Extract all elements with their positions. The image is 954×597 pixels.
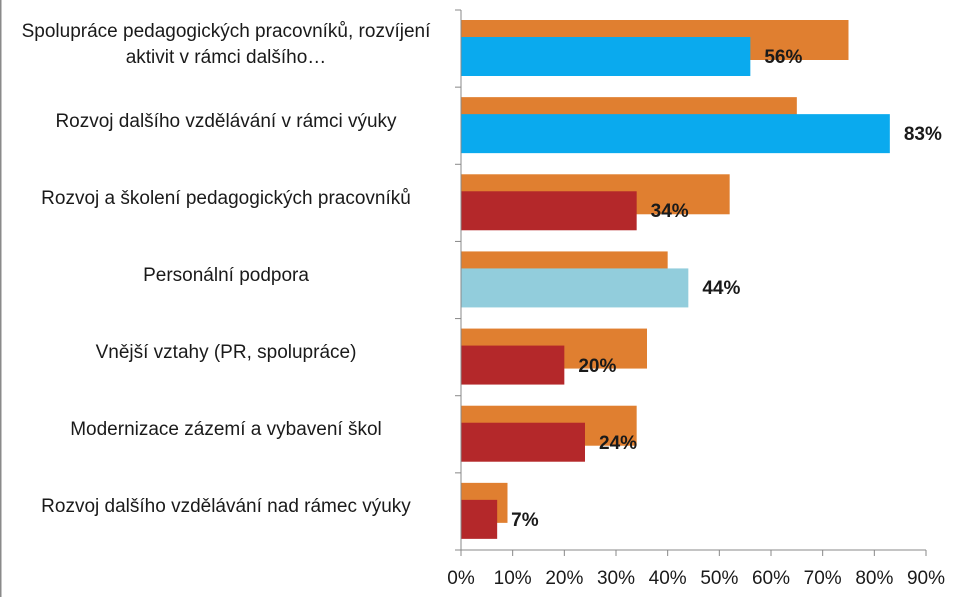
x-tick-label: 60%: [751, 568, 791, 589]
x-tick-label: 0%: [447, 568, 475, 589]
bar: [461, 191, 637, 231]
x-tick-label: 30%: [596, 568, 636, 589]
data-label: 44%: [702, 278, 741, 300]
x-tick-label: 40%: [648, 568, 687, 589]
bar: [461, 345, 565, 385]
x-tick-label: 80%: [855, 568, 894, 589]
data-label: 7%: [511, 509, 539, 531]
data-label: 56%: [764, 47, 803, 68]
bar: [461, 114, 890, 154]
bar: [461, 37, 751, 76]
data-label: 24%: [599, 432, 638, 454]
data-label: 34%: [650, 201, 689, 223]
x-tick-label: 70%: [803, 568, 842, 589]
data-label: 83%: [903, 124, 942, 146]
x-tick-label: 20%: [545, 568, 584, 589]
data-label: 20%: [578, 355, 617, 377]
category-label: Rozvoj dalšího vzdělávání v rámci výuky: [55, 110, 397, 132]
x-tick-label: 10%: [493, 568, 532, 589]
x-tick-label: 50%: [700, 568, 739, 589]
category-label: Spolupráce pedagogických pracovníků, roz…: [21, 20, 431, 68]
category-label: Personální podpora: [143, 265, 309, 286]
category-label: Rozvoj a školení pedagogických pracovník…: [41, 187, 411, 209]
bar: [461, 268, 689, 308]
x-tick-label: 90%: [906, 568, 946, 589]
category-label: Vnější vztahy (PR, spolupráce): [95, 342, 357, 364]
bar: [461, 422, 585, 462]
bar: [461, 499, 498, 539]
category-label: Rozvoj dalšího vzdělávání nad rámec výuk…: [41, 496, 411, 518]
category-label: Modernizace zázemí a vybavení škol: [70, 419, 382, 441]
